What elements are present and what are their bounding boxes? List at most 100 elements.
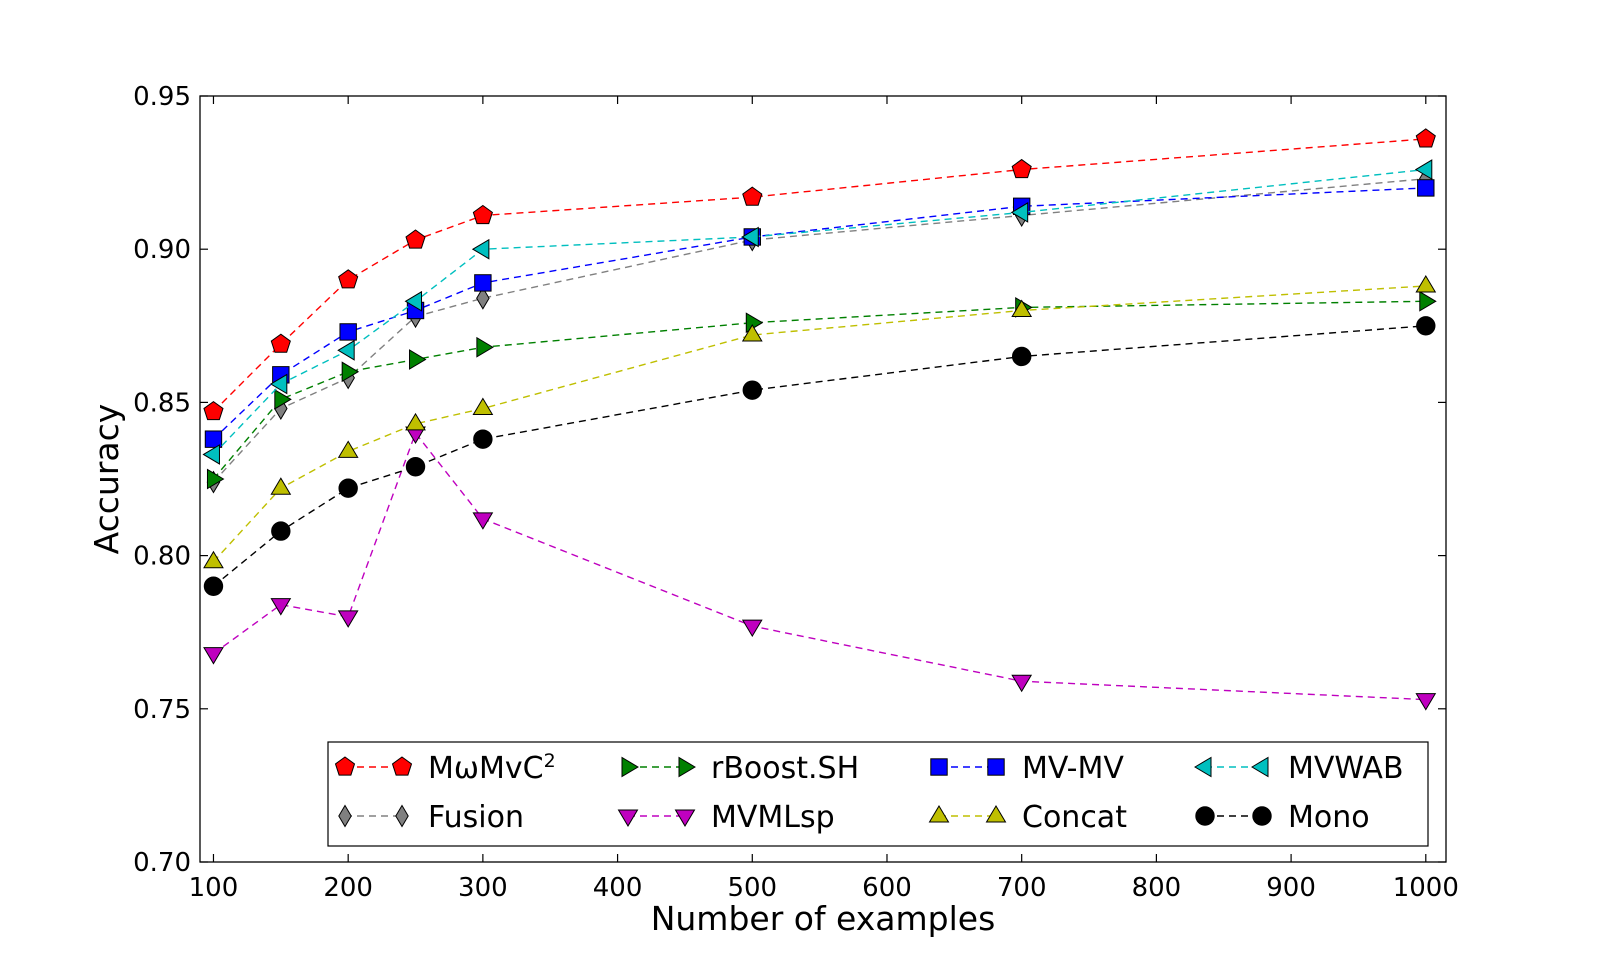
legend-marker-mvmlsp (674, 809, 696, 827)
x-tick-label: 800 (1132, 873, 1182, 903)
data-point-mv-mv (474, 274, 492, 292)
y-tick-label: 0.80 (133, 542, 191, 572)
data-point-mvwab (1414, 159, 1433, 180)
data-point-mvmlsp (1011, 674, 1033, 693)
data-point-rboost-sh (206, 468, 225, 490)
data-point-mvwab (1010, 202, 1029, 223)
data-point-m-mvc (472, 204, 493, 225)
x-tick-label: 1000 (1393, 873, 1459, 903)
x-tick-label: 500 (727, 873, 777, 903)
data-point-mvwab (404, 290, 423, 312)
ticks-layer: 100 200 300 400 500 600 700 800 900 1000 0.70 0.75 0… (133, 82, 1459, 903)
legend-marker-mvwab (1251, 756, 1269, 778)
data-point-m-mvc (405, 229, 426, 249)
series-line-m-mvc (212, 138, 1426, 413)
series-line-mvwab (212, 168, 1426, 455)
data-point-concat (270, 477, 292, 495)
data-point-mono (742, 380, 762, 400)
data-point-mvwab (471, 238, 490, 260)
legend-label-concat: Concat (1022, 800, 1127, 835)
legend-entry-m-mvc: MωMvC2 (334, 750, 556, 786)
data-point-mono (338, 478, 358, 498)
legend-marker-rboost-sh (678, 756, 696, 778)
legend-box (327, 741, 1429, 847)
data-point-concat (472, 397, 494, 416)
data-point-m-mvc (338, 269, 359, 289)
series-line-mono (213, 325, 1426, 587)
legend-marker-mono (1195, 806, 1215, 826)
data-point-rboost-sh (476, 336, 494, 358)
data-point-rboost-sh (409, 349, 427, 370)
data-point-mv-mv (339, 323, 357, 341)
data-point-concat (203, 550, 224, 569)
x-tick-label: 400 (593, 873, 643, 903)
legend-entry-rboost-sh: rBoost.SH (621, 751, 859, 786)
data-point-mvmlsp (472, 512, 494, 530)
legend-entry-fusion: Fusion (338, 800, 524, 835)
data-point-mono (473, 429, 493, 449)
data-point-concat (741, 324, 763, 342)
data-point-mvmlsp (1415, 693, 1437, 711)
x-tick-label: 200 (323, 873, 373, 903)
series-line-rboost-sh (212, 300, 1426, 480)
data-point-m-mvc (742, 186, 763, 206)
data-point-mv-mv (204, 430, 223, 448)
x-tick-label: 900 (1266, 873, 1316, 903)
data-point-mvmlsp (270, 598, 292, 616)
series-line-fusion (212, 178, 1426, 483)
series-layer (202, 128, 1437, 711)
legend-label-mv-mv: MV-MV (1022, 751, 1124, 786)
data-point-m-mvc (1011, 158, 1032, 179)
data-point-mono (405, 457, 426, 477)
data-point-concat (1415, 274, 1437, 293)
series-m-mvc (203, 128, 1436, 421)
data-point-mono (271, 521, 291, 541)
legend-label-rboost-sh: rBoost.SH (711, 751, 859, 786)
data-point-rboost-sh (1419, 290, 1437, 312)
data-point-rboost-sh (341, 361, 360, 383)
legend-marker-fusion (395, 804, 409, 828)
legend-entry-mv-mv: MV-MV (930, 751, 1124, 786)
legend-marker-m-mvc (334, 756, 356, 776)
legend-marker-fusion (338, 804, 352, 828)
legend-entry-mvmlsp: MVMLsp (617, 800, 835, 835)
y-tick-label: 0.85 (133, 388, 191, 418)
legend-label-mono: Mono (1288, 800, 1370, 835)
data-point-m-mvc (203, 400, 224, 421)
legend-label-mvmlsp: MVMLsp (711, 800, 835, 835)
data-point-mv-mv (1417, 179, 1435, 197)
x-tick-label: 300 (458, 873, 508, 903)
data-point-mono (1416, 316, 1436, 336)
legend-marker-mvmlsp (617, 809, 639, 827)
data-point-mvmlsp (203, 647, 224, 665)
y-tick-label: 0.70 (133, 848, 191, 878)
legend-marker-rboost-sh (621, 756, 639, 778)
data-point-m-mvc (1415, 128, 1436, 148)
series-fusion (206, 167, 1433, 494)
legend-label-m-mvc: MωMvC2 (428, 750, 556, 786)
data-point-m-mvc (270, 333, 291, 353)
legend-marker-mv-mv (987, 758, 1005, 776)
series-mv-mv (204, 179, 1435, 448)
series-rboost-sh (206, 290, 1437, 490)
series-mono (203, 316, 1436, 596)
x-tick-label: 100 (189, 873, 239, 903)
data-point-concat (337, 440, 359, 458)
y-tick-label: 0.90 (133, 235, 191, 265)
legend-marker-mono (1252, 806, 1272, 826)
legend-label-mvwab: MVWAB (1288, 751, 1404, 786)
data-point-mono (203, 576, 224, 596)
y-tick-label: 0.95 (133, 82, 191, 112)
data-point-mono (1011, 346, 1032, 367)
legend-marker-concat (985, 805, 1007, 823)
series-line-mvmlsp (213, 431, 1426, 701)
series-line-concat (212, 285, 1426, 563)
data-point-concat (1011, 299, 1033, 317)
data-point-mvwab (269, 373, 288, 395)
legend-entry-mono: Mono (1195, 800, 1370, 835)
x-tick-label: 700 (997, 873, 1047, 903)
data-point-rboost-sh (274, 388, 292, 410)
legend-entry-concat: Concat (928, 800, 1127, 835)
data-point-mvmlsp (337, 610, 359, 628)
